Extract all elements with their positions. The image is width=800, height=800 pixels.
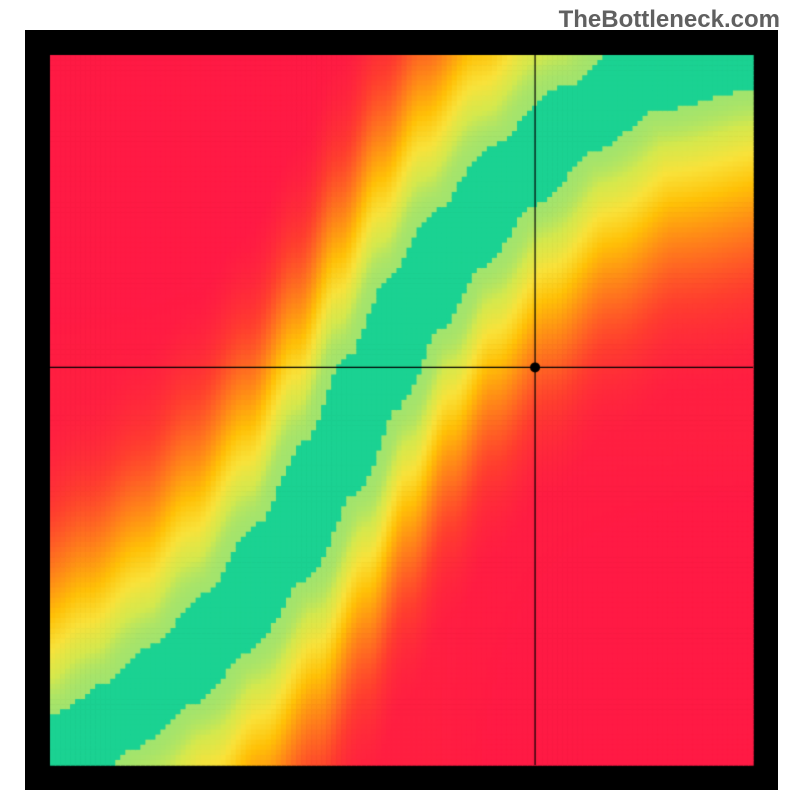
watermark-text: TheBottleneck.com [559,6,780,34]
bottleneck-heatmap [25,30,778,790]
